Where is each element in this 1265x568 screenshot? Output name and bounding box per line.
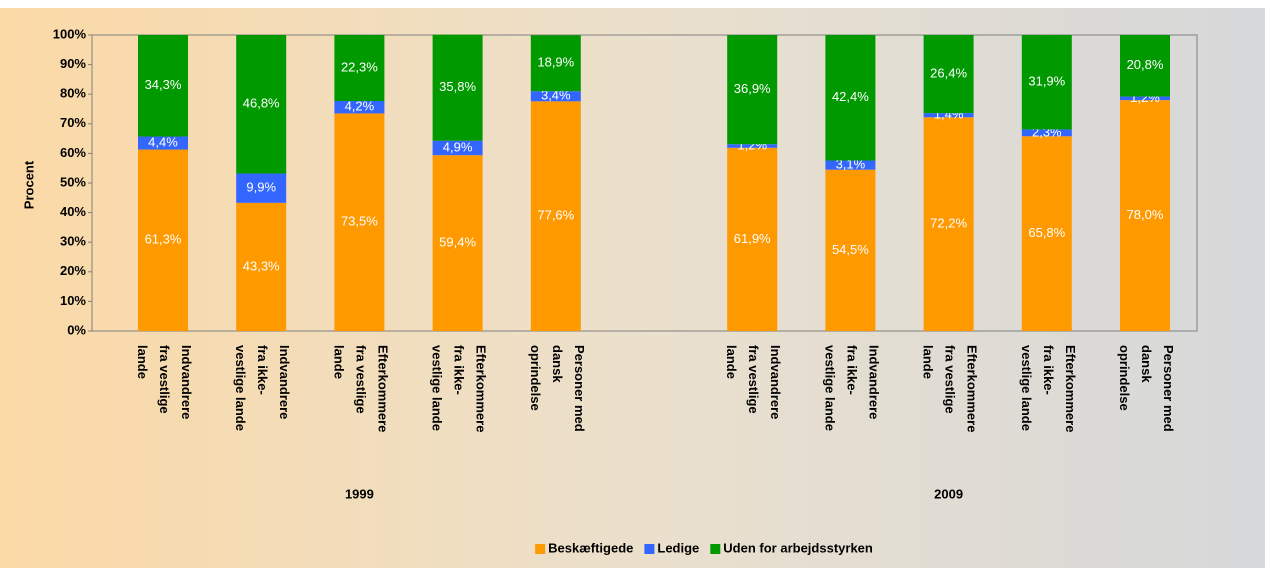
legend-item: Beskæftigede bbox=[535, 540, 633, 555]
x-tick-label: Personer meddanskoprindelse bbox=[527, 345, 586, 432]
bar-segment bbox=[825, 169, 876, 331]
y-tick-label: 30% bbox=[60, 234, 86, 249]
value-label: 26,4% bbox=[930, 66, 967, 81]
y-tick-label: 50% bbox=[60, 174, 86, 189]
value-label: 43,3% bbox=[243, 258, 280, 273]
bar-segment bbox=[727, 144, 778, 148]
bar-segment bbox=[530, 91, 581, 102]
value-label: 4,4% bbox=[148, 134, 178, 149]
x-tick-label: Indvandrerefra ikke-vestlige lande bbox=[822, 345, 881, 431]
x-tick-label: Efterkommerefra vestligelande bbox=[331, 345, 390, 432]
value-label: 20,8% bbox=[1127, 57, 1164, 72]
bar-segment bbox=[334, 113, 385, 331]
y-tick-label: 90% bbox=[60, 56, 86, 71]
legend-label: Beskæftigede bbox=[548, 540, 633, 555]
y-tick-label: 10% bbox=[60, 293, 86, 308]
bar-segment bbox=[1120, 96, 1170, 101]
bar-segment bbox=[432, 155, 483, 331]
bar-segment bbox=[923, 113, 974, 118]
group-label: 2009 bbox=[934, 486, 963, 501]
bar-segment bbox=[923, 35, 974, 114]
legend-swatch bbox=[535, 544, 546, 554]
x-tick-label: Efterkommerefra ikke-vestlige lande bbox=[1018, 345, 1077, 432]
legend-label: Uden for arbejdsstyrken bbox=[723, 540, 873, 555]
bar-segment bbox=[1021, 35, 1072, 130]
bar-segment bbox=[727, 147, 778, 331]
value-label: 42,4% bbox=[832, 89, 869, 104]
value-label: 34,3% bbox=[145, 77, 182, 92]
bar-segment bbox=[138, 136, 188, 150]
x-tick-label: Indvandrerefra vestligelande bbox=[724, 345, 783, 419]
legend-swatch bbox=[710, 544, 721, 554]
bar-segment bbox=[530, 101, 581, 331]
x-tick-label: Indvandrerefra ikke-vestlige lande bbox=[233, 345, 292, 431]
y-tick-label: 60% bbox=[60, 145, 86, 160]
bar-segment bbox=[236, 35, 287, 174]
bar-segment bbox=[825, 160, 876, 170]
value-label: 78,0% bbox=[1127, 207, 1164, 222]
value-label: 61,9% bbox=[734, 231, 771, 246]
legend-item: Uden for arbejdsstyrken bbox=[710, 540, 873, 555]
bar-segment bbox=[334, 101, 385, 114]
x-tick-label: Personer meddanskoprindelse bbox=[1117, 345, 1176, 432]
value-label: 54,5% bbox=[832, 242, 869, 257]
value-label: 9,9% bbox=[246, 180, 276, 195]
x-tick-label: Efterkommerefra ikke-vestlige lande bbox=[429, 345, 488, 432]
bar-segment bbox=[138, 149, 188, 331]
legend-item: Ledige bbox=[644, 540, 699, 555]
value-label: 46,8% bbox=[243, 96, 280, 111]
bar-segment bbox=[432, 34, 483, 141]
bar-segment bbox=[1021, 136, 1072, 331]
y-tick-label: 70% bbox=[60, 115, 86, 130]
value-label: 36,9% bbox=[734, 81, 771, 96]
value-label: 35,8% bbox=[439, 79, 476, 94]
bar-segment bbox=[530, 35, 581, 92]
background bbox=[0, 8, 1265, 568]
value-label: 65,8% bbox=[1028, 225, 1065, 240]
bar-segment bbox=[1120, 35, 1170, 97]
legend-swatch bbox=[644, 544, 655, 554]
bar-segment bbox=[432, 140, 483, 156]
bar-segment bbox=[923, 117, 974, 332]
value-label: 73,5% bbox=[341, 214, 378, 229]
bar-segment bbox=[236, 173, 287, 203]
value-label: 18,9% bbox=[537, 55, 574, 70]
y-tick-label: 100% bbox=[53, 26, 87, 41]
y-tick-label: 0% bbox=[67, 322, 86, 337]
value-label: 59,4% bbox=[439, 235, 476, 250]
bar-segment bbox=[1120, 100, 1170, 332]
bar-segment bbox=[334, 35, 385, 102]
value-label: 3,4% bbox=[541, 88, 571, 103]
group-label: 1999 bbox=[345, 486, 374, 501]
y-tick-label: 80% bbox=[60, 86, 86, 101]
bar-segment bbox=[236, 202, 287, 331]
value-label: 31,9% bbox=[1028, 74, 1065, 89]
x-tick-label: Indvandrerefra vestligelande bbox=[135, 345, 194, 419]
y-axis-label: Procent bbox=[21, 160, 36, 209]
bar-segment bbox=[138, 35, 188, 137]
value-label: 22,3% bbox=[341, 59, 378, 74]
value-label: 61,3% bbox=[145, 232, 182, 247]
y-tick-label: 20% bbox=[60, 263, 86, 278]
legend-label: Ledige bbox=[657, 540, 699, 555]
value-label: 77,6% bbox=[537, 208, 574, 223]
bar-segment bbox=[727, 35, 778, 145]
value-label: 4,9% bbox=[443, 139, 473, 154]
bar-segment bbox=[1021, 129, 1072, 137]
value-label: 72,2% bbox=[930, 216, 967, 231]
x-tick-label: Efterkommerefra vestligelande bbox=[920, 345, 979, 432]
value-label: 4,2% bbox=[345, 99, 375, 114]
y-tick-label: 40% bbox=[60, 204, 86, 219]
bar-segment bbox=[825, 35, 876, 161]
